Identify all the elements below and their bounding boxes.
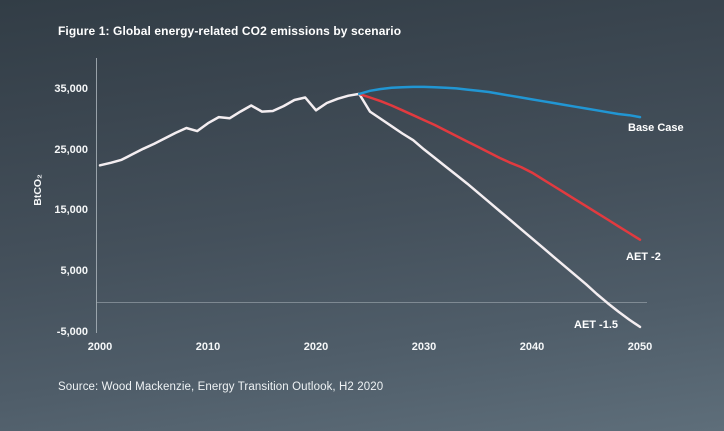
x-tick-label: 2000	[87, 341, 113, 353]
series-label-aet15: AET -1.5	[574, 319, 619, 331]
series-line-base-case	[357, 85, 642, 119]
source-note: Source: Wood Mackenzie, Energy Transitio…	[58, 381, 384, 393]
x-tick-label: 2020	[303, 341, 329, 353]
x-tick-label: 2010	[195, 341, 221, 353]
x-tick-label: 2030	[411, 341, 437, 353]
y-tick-label: 35,000	[54, 83, 88, 95]
y-tick-label: -5,000	[56, 326, 88, 338]
y-tick-label: 25,000	[54, 144, 88, 156]
x-tick-label: 2050	[627, 341, 653, 353]
y-tick-label: 15,000	[54, 204, 88, 216]
y-tick-label: 5,000	[60, 265, 88, 277]
series-line-historical	[98, 92, 361, 167]
y-axis-label: BtCO₂	[32, 174, 44, 206]
series-label-base-case: Base Case	[628, 122, 684, 134]
series-label-aet2: AET -2	[626, 251, 661, 263]
series-line-aet15	[357, 92, 642, 329]
x-tick-label: 2040	[519, 341, 545, 353]
series-line-aet2	[357, 92, 642, 241]
figure-title: Figure 1: Global energy-related CO2 emis…	[58, 24, 402, 38]
